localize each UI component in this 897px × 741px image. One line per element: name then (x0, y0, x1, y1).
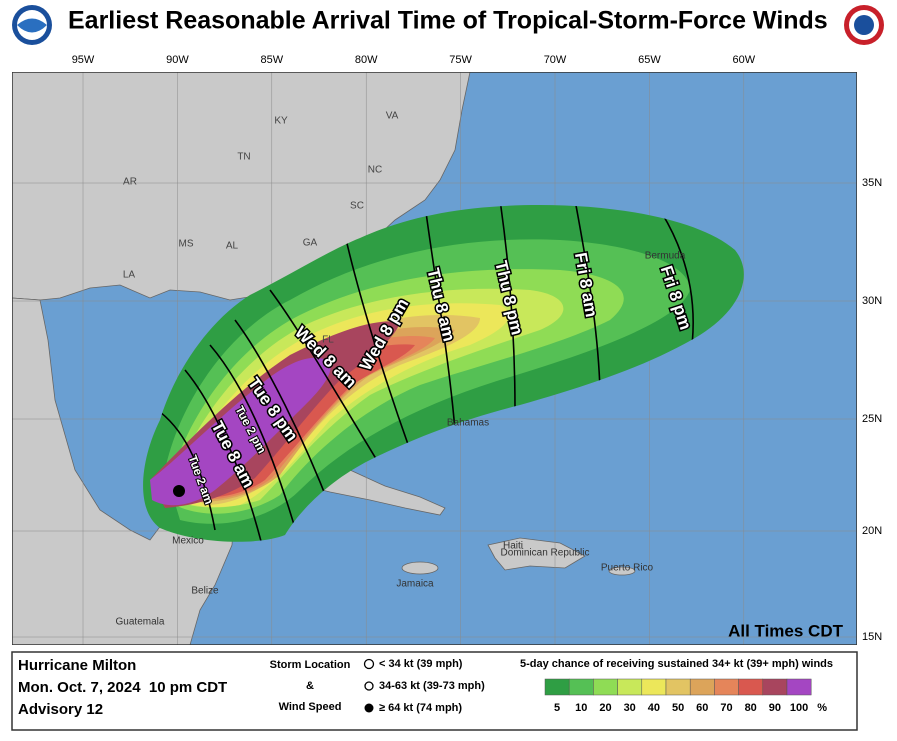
place-label: Guatemala (116, 617, 165, 628)
scale-swatch (568, 678, 594, 696)
advisory-date: Mon. Oct. 7, 2024 10 pm CDT (18, 679, 227, 696)
scale-swatch (689, 678, 715, 696)
scale-swatch (738, 678, 764, 696)
state-label: TN (237, 152, 250, 163)
land-jamaica (401, 561, 439, 575)
state-label: GA (303, 238, 318, 249)
scale-swatch (762, 678, 788, 696)
state-label: VA (386, 111, 399, 122)
place-label: Bahamas (447, 418, 489, 429)
latitude-label: 35N (862, 177, 882, 189)
scale-label: 60 (696, 702, 708, 714)
longitude-label: 70W (544, 54, 567, 66)
place-label: Haiti (503, 541, 523, 552)
key-item: 34-63 kt (39-73 mph) (379, 680, 485, 692)
key-symbols (363, 658, 375, 713)
state-label: SC (350, 201, 364, 212)
longitude-label: 85W (260, 54, 283, 66)
scale-label: 40 (648, 702, 660, 714)
place-label: Belize (191, 586, 219, 597)
scale-label: 5 (554, 702, 560, 714)
key-item: ≥ 64 kt (74 mph) (379, 702, 462, 714)
scale-label: 70 (720, 702, 732, 714)
probability-scale: 5 10 20 30 40 50 60 70 80 90 100% (544, 678, 827, 714)
longitude-label: 75W (449, 54, 472, 66)
state-label: KY (274, 116, 288, 127)
scale-label: 100 (790, 702, 808, 714)
scale-title: 5-day chance of receiving sustained 34+ … (520, 658, 833, 670)
state-label: AR (123, 177, 137, 188)
land-puerto-rico (608, 566, 636, 576)
advisory-number: Advisory 12 (18, 701, 103, 718)
title: Earliest Reasonable Arrival Time of Trop… (68, 7, 828, 35)
scale-label: 50 (672, 702, 684, 714)
state-label: LA (123, 270, 136, 281)
state-label: MS (179, 239, 194, 250)
state-label: NC (368, 165, 382, 176)
longitude-label: 65W (638, 54, 661, 66)
state-label: FL (322, 335, 334, 346)
longitude-label: 80W (355, 54, 378, 66)
scale-unit: % (817, 702, 827, 714)
state-label: AL (226, 241, 239, 252)
scale-label: 30 (624, 702, 636, 714)
latitude-label: 15N (862, 631, 882, 643)
time-zone-note: All Times CDT (728, 621, 844, 640)
storm-name: Hurricane Milton (18, 657, 136, 674)
scale-swatch (593, 678, 618, 696)
key-title: Storm Location (270, 659, 351, 671)
scale-label: 80 (745, 702, 757, 714)
scale-label: 90 (769, 702, 781, 714)
nws-logo (844, 5, 884, 45)
land-hispaniola (487, 537, 586, 571)
scale-swatch (714, 678, 739, 696)
scale-swatch (617, 678, 643, 696)
scale-swatch (544, 678, 570, 696)
map (12, 72, 857, 645)
scale-label: 20 (599, 702, 611, 714)
scale-swatch (786, 678, 812, 696)
longitude-label: 60W (732, 54, 755, 66)
key-item: < 34 kt (39 mph) (379, 658, 463, 670)
place-label: Jamaica (396, 579, 434, 590)
place-label: Bermuda (645, 251, 686, 262)
key-title: & (306, 680, 314, 692)
scale-swatch (641, 678, 667, 696)
scale-label: 10 (575, 702, 587, 714)
latitude-label: 25N (862, 413, 882, 425)
noaa-logo (12, 5, 52, 45)
place-label: Mexico (172, 536, 204, 547)
key-title: Wind Speed (279, 701, 342, 713)
latitude-label: 30N (862, 295, 882, 307)
longitude-label: 90W (166, 54, 189, 66)
longitude-label: 95W (72, 54, 95, 66)
place-label: Dominican Republic (501, 548, 590, 559)
scale-swatch (665, 678, 691, 696)
latitude-label: 20N (862, 525, 882, 537)
place-label: Puerto Rico (601, 563, 654, 574)
storm-symbol (173, 485, 185, 497)
